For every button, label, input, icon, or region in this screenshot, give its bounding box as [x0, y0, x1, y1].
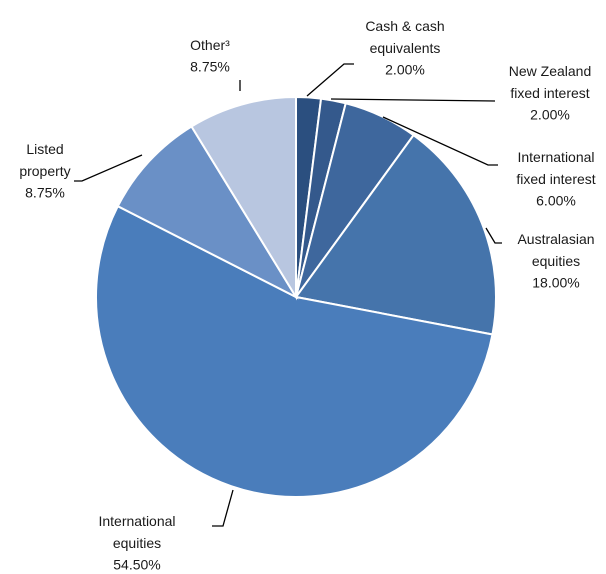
label-line: equivalents — [370, 40, 441, 56]
label-line: International — [98, 513, 175, 529]
pie-slice — [190, 95, 297, 301]
label-line: New Zealand — [509, 63, 592, 79]
slice-label: New Zealand fixed interest — [509, 63, 592, 101]
leader-line — [382, 116, 498, 166]
label-line: Cash & cash — [365, 18, 444, 34]
label-line: International — [517, 149, 594, 165]
leader-line — [306, 63, 354, 97]
slice-label: Listed property — [19, 141, 70, 179]
value-label: 6.00% — [536, 193, 576, 209]
slice-label: International fixed interest — [516, 149, 595, 187]
label-line: Australasian — [517, 231, 594, 247]
label-line: fixed interest — [510, 85, 589, 101]
slice-label: International equities — [98, 513, 175, 551]
label-line: property — [19, 163, 70, 179]
leader-line — [485, 227, 502, 244]
leader-line — [330, 98, 496, 102]
label-line: Other³ — [190, 37, 230, 53]
value-label: 2.00% — [385, 62, 425, 78]
leader-line — [74, 154, 143, 182]
value-label: 8.75% — [25, 185, 65, 201]
value-label: 54.50% — [113, 557, 160, 573]
pie-slice — [95, 204, 494, 498]
label-line: equities — [113, 535, 161, 551]
value-label: 18.00% — [532, 275, 579, 291]
leader-line — [212, 489, 234, 527]
pie-slice — [294, 133, 497, 336]
label-line: equities — [532, 253, 580, 269]
label-line: Listed — [26, 141, 63, 157]
label-line: fixed interest — [516, 171, 595, 187]
pie-slice — [116, 125, 299, 300]
slice-label: Cash & cash equivalents — [365, 18, 444, 56]
slice-label: Other³ — [190, 37, 230, 53]
value-label: 2.00% — [530, 107, 570, 123]
slice-label: Australasian equities — [517, 231, 594, 269]
value-label: 8.75% — [190, 59, 230, 75]
